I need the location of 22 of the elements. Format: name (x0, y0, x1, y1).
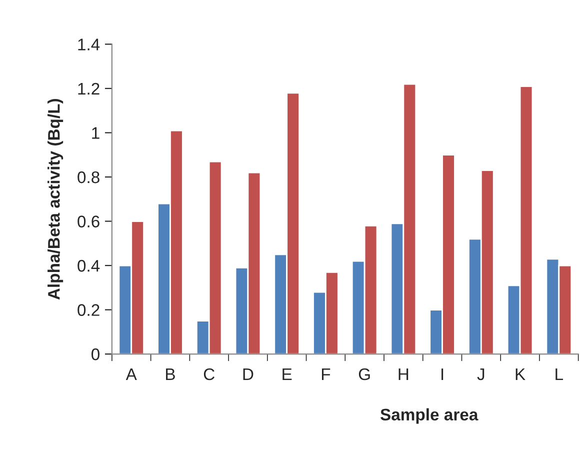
x-tick-label: A (126, 368, 137, 380)
y-tick-label: 0 (92, 348, 100, 360)
y-tick-label: 1.2 (78, 82, 100, 94)
x-axis-title: Sample area (380, 408, 478, 424)
y-tick-label: 1.4 (78, 38, 100, 50)
x-tick-label: H (398, 368, 408, 380)
x-tick-label: E (282, 368, 292, 380)
x-tick-label: G (358, 368, 370, 380)
y-axis-title: Alpha/Beta activity (Bq/L) (48, 99, 64, 300)
y-tick-label: 0.2 (78, 304, 100, 316)
x-tick-label: I (442, 368, 444, 380)
y-tick-label: 1 (92, 127, 100, 139)
y-tick-label: 0.4 (78, 260, 100, 272)
x-tick-label: K (516, 368, 526, 380)
x-tick-label: F (322, 368, 330, 380)
x-tick-label: C (204, 368, 214, 380)
y-tick-label: 0.6 (78, 216, 100, 228)
x-tick-label: L (556, 368, 563, 380)
x-tick-label: D (243, 368, 254, 380)
x-tick-label: B (166, 368, 175, 380)
y-tick-label: 0.8 (78, 171, 100, 184)
x-tick-label: J (477, 368, 484, 380)
